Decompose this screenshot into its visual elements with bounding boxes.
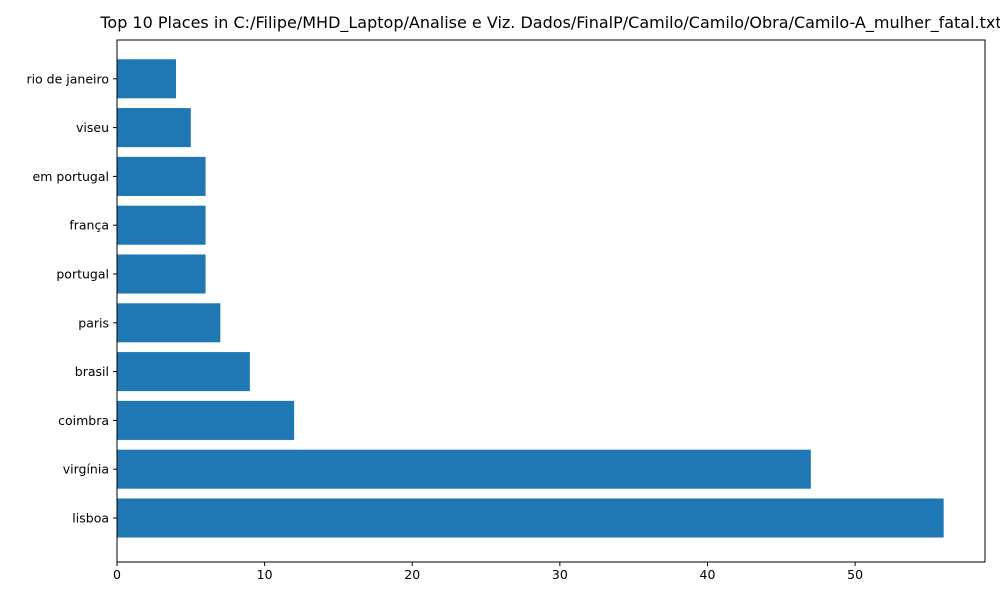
bar-paris — [117, 303, 221, 343]
chart-title: Top 10 Places in C:/Filipe/MHD_Laptop/An… — [99, 13, 1000, 33]
y-tick-label: em portugal — [33, 169, 109, 184]
axis-spines — [116, 39, 986, 563]
bar-portugal — [117, 254, 206, 294]
x-tick-label: 10 — [257, 567, 273, 582]
y-tick-label: coimbra — [58, 413, 109, 428]
y-tick-label: viseu — [76, 120, 109, 135]
bar-coimbra — [117, 400, 295, 440]
bar-frança — [117, 205, 206, 245]
x-tick-label: 40 — [700, 567, 716, 582]
bar-lisboa — [117, 498, 944, 538]
y-tick-label: rio de janeiro — [26, 71, 109, 86]
bar-rio-de-janeiro — [117, 59, 177, 99]
bars-layer — [117, 59, 944, 538]
y-tick-label: virgínia — [63, 462, 109, 477]
bar-brasil — [117, 352, 250, 392]
plot-frame — [116, 39, 986, 563]
bar-virgínia — [117, 449, 811, 489]
x-tick-label: 0 — [113, 567, 121, 582]
x-tick-label: 50 — [847, 567, 863, 582]
x-tick-label: 20 — [404, 567, 420, 582]
x-axis-ticks: 0 10 20 30 40 50 — [113, 562, 863, 582]
y-tick-label: lisboa — [72, 511, 109, 526]
bar-viseu — [117, 108, 191, 148]
y-tick-label: brasil — [75, 364, 109, 379]
y-tick-label: portugal — [56, 267, 109, 282]
y-tick-label: paris — [78, 315, 109, 330]
x-tick-label: 30 — [552, 567, 568, 582]
y-tick-label: frança — [69, 218, 109, 233]
bar-em-portugal — [117, 156, 206, 196]
y-axis-ticks: lisboa virgínia coimbra brasil paris portugal… — [26, 71, 117, 526]
